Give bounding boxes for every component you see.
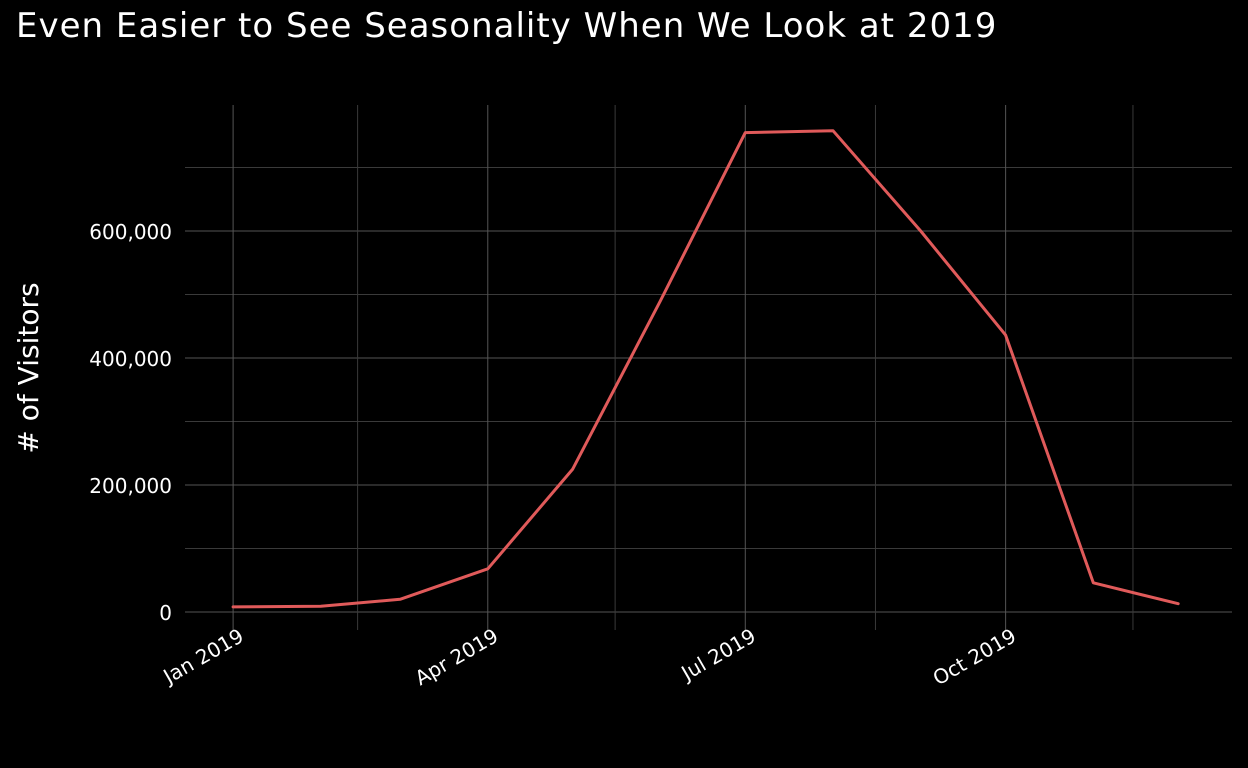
y-tick-label: 600,000 [89,220,172,244]
y-tick-label: 0 [159,601,172,625]
series-line [231,129,1180,609]
y-tick-label: 400,000 [89,347,172,371]
x-tick-label: Jan 2019 [158,624,248,690]
series [231,129,1180,609]
x-tick-label: Jul 2019 [676,624,760,686]
y-axis-ticks: 0 200,000 400,000 600,000 [89,220,172,625]
x-axis-ticks: Jan 2019 Apr 2019 Jul 2019 Oct 2019 [158,624,1021,691]
grid [185,105,1232,630]
y-axis-title: # of Visitors [12,282,45,453]
chart-title: Even Easier to See Seasonality When We L… [16,6,998,46]
y-tick-label: 200,000 [89,474,172,498]
x-tick-label: Oct 2019 [929,624,1021,691]
x-tick-label: Apr 2019 [411,624,503,691]
